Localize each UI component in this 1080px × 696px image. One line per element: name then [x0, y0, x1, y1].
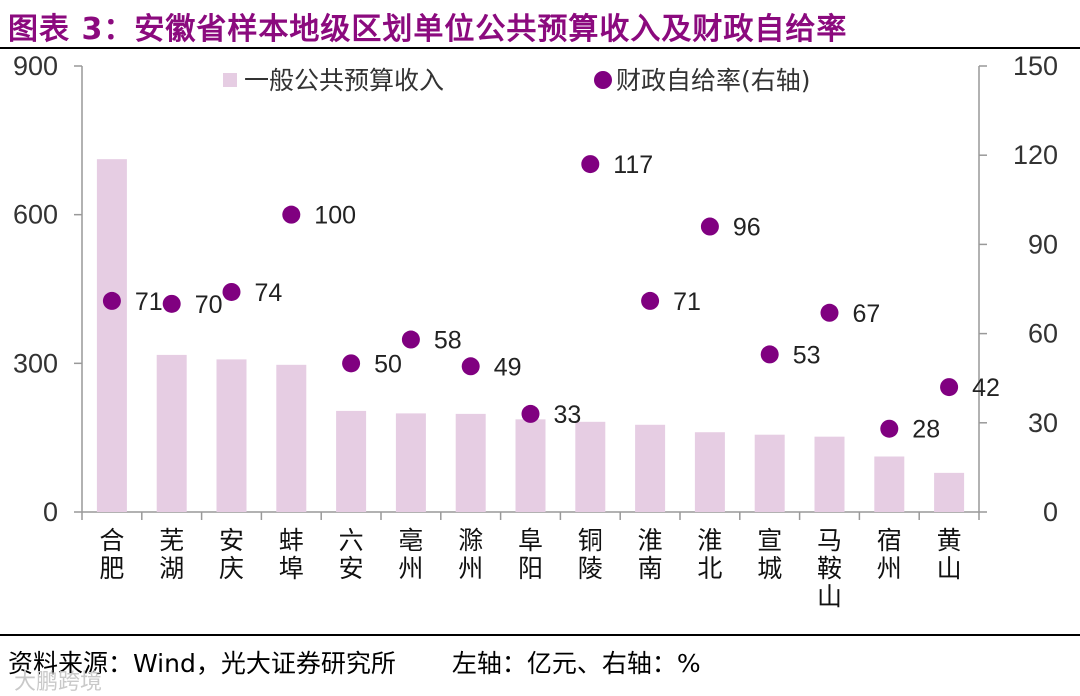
- revenue-bar: [276, 364, 307, 512]
- revenue-bar: [96, 159, 127, 513]
- dot-value-label: 58: [434, 327, 462, 355]
- category-label: 宣城: [757, 526, 782, 583]
- dot-value-label: 100: [314, 202, 356, 230]
- dot-value-label: 71: [135, 288, 163, 316]
- category-label: 安庆: [219, 526, 244, 583]
- legend-bar-label: 一般公共预算收入: [244, 66, 444, 95]
- category-label: 马鞍山: [817, 526, 842, 611]
- dot-value-label: 71: [673, 288, 701, 316]
- dot-value-label: 49: [494, 353, 522, 381]
- self-sufficiency-dot: [820, 303, 839, 322]
- legend-dot-label: 财政自给率(右轴): [616, 66, 811, 95]
- self-sufficiency-dot: [700, 217, 719, 236]
- dot-value-label: 28: [912, 416, 940, 444]
- left-tick-label: 0: [43, 497, 58, 527]
- dot-value-label: 96: [733, 214, 761, 242]
- legend-bar-swatch: [223, 73, 237, 87]
- category-label: 阜阳: [518, 526, 543, 583]
- category-label: 铜陵: [578, 526, 603, 583]
- chart: 0 300 600 900 0 30 60 90 120 150 合肥芜湖安庆蚌埠六安亳州滁州阜阳铜…: [13, 51, 1058, 611]
- right-tick-label: 60: [1028, 319, 1058, 349]
- dot-value-label: 50: [374, 350, 402, 378]
- left-tick-label: 600: [13, 200, 58, 230]
- revenue-bar: [336, 410, 367, 512]
- top-rule: [0, 47, 1080, 49]
- dot-value-label: 70: [195, 291, 223, 319]
- category-label: 黄山: [937, 526, 962, 583]
- revenue-bar: [575, 421, 606, 512]
- watermark: 大鹏跨境: [14, 670, 103, 695]
- source-text: 资料来源：Wind，光大证券研究所: [8, 649, 396, 678]
- category-label: 亳州: [398, 526, 423, 583]
- category-label: 淮南: [638, 526, 663, 583]
- category-label: 宿州: [877, 526, 902, 583]
- source-note: 资料来源：Wind，光大证券研究所 左轴：亿元、右轴：%: [8, 644, 701, 680]
- category-label: 滁州: [458, 526, 483, 583]
- category-label: 芜湖: [159, 526, 184, 583]
- right-tick-label: 0: [1043, 497, 1058, 527]
- dot-value-label: 74: [255, 279, 283, 307]
- right-tick-label: 90: [1028, 229, 1058, 259]
- self-sufficiency-dot: [940, 378, 959, 397]
- revenue-bar: [874, 456, 905, 512]
- self-sufficiency-dot: [521, 404, 540, 423]
- revenue-bar: [934, 472, 965, 512]
- right-tick-label: 120: [1013, 140, 1058, 170]
- self-sufficiency-dot: [461, 357, 480, 376]
- right-tick-label: 30: [1028, 408, 1058, 438]
- dot-value-label: 33: [554, 401, 582, 429]
- self-sufficiency-dot: [401, 330, 420, 349]
- dot-value-label: 67: [853, 300, 881, 328]
- figure-title: 图表 3：安徽省样本地级区划单位公共预算收入及财政自给率: [8, 12, 848, 47]
- revenue-bar: [814, 436, 845, 512]
- revenue-bar: [635, 424, 666, 512]
- dot-value-label: 117: [613, 151, 653, 179]
- self-sufficiency-dot: [342, 354, 361, 373]
- revenue-bar: [515, 419, 546, 512]
- self-sufficiency-dot: [222, 282, 241, 301]
- revenue-bar: [395, 413, 426, 512]
- category-label: 淮北: [697, 526, 722, 583]
- category-label: 蚌埠: [279, 526, 304, 583]
- self-sufficiency-dot: [880, 419, 899, 438]
- category-label: 六安: [339, 526, 364, 583]
- self-sufficiency-dot: [581, 155, 600, 174]
- bottom-rule: [0, 634, 1080, 636]
- revenue-bar: [216, 359, 247, 512]
- dot-value-label: 42: [972, 374, 1000, 402]
- legend-dot-swatch: [594, 71, 612, 89]
- revenue-bar: [156, 354, 187, 512]
- revenue-bar: [694, 432, 725, 512]
- self-sufficiency-dot: [760, 345, 779, 364]
- self-sufficiency-dot: [641, 291, 660, 310]
- left-tick-label: 300: [13, 348, 58, 378]
- revenue-bar: [455, 413, 486, 512]
- self-sufficiency-dot: [102, 291, 121, 310]
- axis-unit-note: 左轴：亿元、右轴：%: [451, 649, 701, 678]
- category-label: 合肥: [99, 526, 124, 583]
- self-sufficiency-dot: [282, 205, 301, 224]
- left-tick-label: 900: [13, 51, 58, 81]
- right-tick-label: 150: [1013, 51, 1058, 81]
- self-sufficiency-dot: [162, 294, 181, 313]
- dot-value-label: 53: [793, 341, 821, 369]
- revenue-bar: [754, 434, 785, 512]
